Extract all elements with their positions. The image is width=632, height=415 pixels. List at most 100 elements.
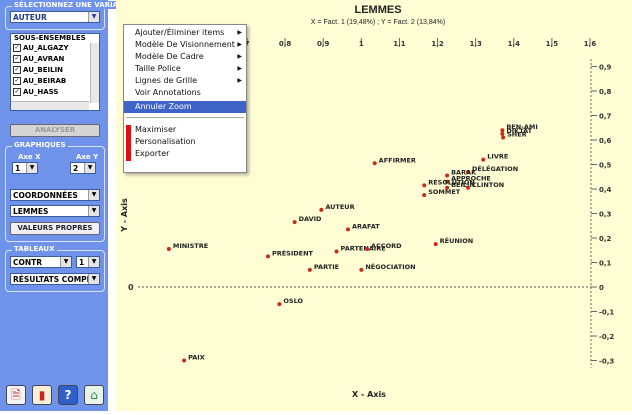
results-select[interactable]: RÉSULTATS COMPL ▼ bbox=[10, 273, 100, 285]
data-point bbox=[433, 242, 438, 247]
subset-label: AU_BEILIN bbox=[23, 66, 64, 74]
submenu-arrow-icon: ▶ bbox=[237, 77, 242, 84]
data-point bbox=[422, 193, 427, 198]
menu-item[interactable]: Personalisation bbox=[124, 136, 246, 148]
point-label: OSLO bbox=[283, 297, 303, 305]
point-label: LIVRE bbox=[487, 153, 508, 161]
menu-item[interactable]: Annuler Zoom bbox=[124, 101, 246, 113]
subset-item[interactable]: ✓ AU_HASS bbox=[11, 87, 99, 98]
document-icon[interactable]: 🗎 bbox=[6, 385, 26, 405]
data-point bbox=[345, 227, 350, 232]
eigenvalues-button[interactable]: VALEURS PROPRES bbox=[10, 222, 100, 235]
data-point bbox=[359, 267, 364, 272]
menu-item[interactable]: Maximiser bbox=[124, 124, 246, 136]
data-point bbox=[166, 247, 171, 252]
point-label: ARAFAT bbox=[352, 222, 380, 230]
point-label: DAVID bbox=[299, 215, 322, 223]
home-icon[interactable]: ⌂ bbox=[84, 385, 104, 405]
results-value: RÉSULTATS COMPL bbox=[13, 275, 92, 284]
horizontal-scrollbar[interactable] bbox=[11, 101, 89, 110]
data-point bbox=[445, 179, 450, 184]
point-label: CLINTON bbox=[472, 181, 504, 189]
tables-group: TABLEAUX bbox=[5, 245, 105, 292]
menu-item[interactable]: Modèle De Cadre ▶ bbox=[124, 51, 246, 63]
coordinates-select[interactable]: COORDONNÉES ▼ bbox=[10, 189, 100, 201]
point-label: PAIX bbox=[188, 354, 205, 362]
chart-icon[interactable]: ▮ bbox=[32, 385, 52, 405]
subset-label: AU_ALGAZY bbox=[23, 44, 69, 52]
context-menu: Ajouter/Éliminer items ▶ Modèle De Visionn… bbox=[123, 24, 247, 173]
graphics-group: GRAPHIQUES bbox=[5, 141, 105, 242]
subset-item[interactable]: ✓ AU_BEILIN bbox=[11, 65, 99, 76]
help-icon[interactable]: ? bbox=[58, 385, 78, 405]
contr-number-value: 1 bbox=[79, 258, 85, 267]
subsets-list[interactable]: SOUS-ENSEMBLES ✓ AU_ALGAZY ✓ AU_AVRAN ✓ AU_BE… bbox=[10, 33, 100, 111]
contr-value: CONTR bbox=[13, 258, 43, 267]
y-tick-label: 0,7 bbox=[599, 113, 612, 121]
subset-label: AU_BEIRAB bbox=[23, 77, 67, 85]
subset-item[interactable]: ✓ AU_ALGAZY bbox=[11, 43, 99, 54]
variable-select[interactable]: AUTEUR ▼ bbox=[10, 11, 100, 23]
checkbox-checked-icon[interactable]: ✓ bbox=[13, 77, 21, 85]
menu-item[interactable]: Lignes de Grille ▶ bbox=[124, 75, 246, 87]
data-point bbox=[500, 128, 505, 133]
menu-item[interactable]: Voir Annotations bbox=[124, 87, 246, 99]
data-point bbox=[265, 254, 270, 259]
x-tick-label: 1,5 bbox=[546, 40, 559, 48]
data-point bbox=[445, 173, 450, 178]
axis-y-value: 2 bbox=[73, 164, 79, 173]
red-marker-icon bbox=[126, 125, 131, 161]
y-tick-label: 0,2 bbox=[599, 235, 612, 243]
y-tick-label: 0,9 bbox=[599, 64, 612, 72]
point-label: PRÉSIDENT bbox=[272, 248, 314, 257]
contr-number-select[interactable]: 1 ▼ bbox=[76, 256, 100, 268]
zero-label: 0 bbox=[128, 283, 134, 292]
point-label: AFFIRMER bbox=[379, 156, 416, 164]
axis-x-select[interactable]: 1 ▼ bbox=[12, 162, 38, 174]
data-point bbox=[292, 220, 297, 225]
y-tick-label: 0,1 bbox=[599, 260, 612, 268]
axis-y-select[interactable]: 2 ▼ bbox=[70, 162, 96, 174]
control-panel: SÉLECTIONNEZ UNE VARIABLE AUTEUR ▼ SOUS-… bbox=[0, 0, 135, 411]
axis-y-label: Axe Y bbox=[76, 153, 99, 161]
checkbox-checked-icon[interactable]: ✓ bbox=[13, 44, 21, 52]
menu-item-label: Modèle De Visionnement bbox=[135, 40, 235, 49]
menu-item-label: Taille Police bbox=[135, 64, 181, 73]
y-tick-label: -0,3 bbox=[599, 358, 614, 366]
data-point bbox=[501, 135, 506, 140]
y-axis-label: Y - Axis bbox=[120, 198, 129, 233]
x-tick-label: 0,8 bbox=[279, 40, 292, 48]
point-label: MINISTRE bbox=[173, 242, 208, 250]
subset-item[interactable]: ✓ AU_AVRAN bbox=[11, 54, 99, 65]
checkbox-checked-icon[interactable]: ✓ bbox=[13, 88, 21, 96]
y-tick-label: -0,1 bbox=[599, 309, 614, 317]
menu-item[interactable]: Ajouter/Éliminer items ▶ bbox=[124, 27, 246, 39]
analyze-button[interactable]: ANALYSER bbox=[10, 124, 100, 137]
chart-title: LEMMES bbox=[354, 4, 401, 16]
point-label: PARTIE bbox=[314, 263, 339, 271]
menu-item-label: Annuler Zoom bbox=[135, 102, 192, 111]
subset-item[interactable]: ✓ AU_BEIRAB bbox=[11, 76, 99, 87]
checkbox-checked-icon[interactable]: ✓ bbox=[13, 55, 21, 63]
point-label: DIKTAT bbox=[506, 127, 532, 135]
x-tick-label: 1,1 bbox=[393, 40, 406, 48]
submenu-arrow-icon: ▶ bbox=[237, 53, 242, 60]
point-label: PARTENAIRE bbox=[341, 244, 386, 252]
contr-select[interactable]: CONTR ▼ bbox=[10, 256, 72, 268]
axis-x-value: 1 bbox=[15, 164, 21, 173]
menu-item-label: Maximiser bbox=[135, 125, 177, 134]
menu-item[interactable]: Exporter bbox=[124, 148, 246, 160]
menu-item[interactable]: Modèle De Visionnement ▶ bbox=[124, 39, 246, 51]
chevron-down-icon: ▼ bbox=[60, 257, 71, 267]
data-point bbox=[466, 185, 471, 190]
point-label: BEILIN bbox=[451, 181, 475, 189]
x-axis-label: X - Axis bbox=[352, 390, 386, 399]
lemmes-select[interactable]: LEMMES ▼ bbox=[10, 205, 100, 217]
vertical-scrollbar[interactable] bbox=[90, 43, 99, 103]
menu-separator bbox=[126, 117, 244, 118]
menu-item[interactable]: Taille Police ▶ bbox=[124, 63, 246, 75]
menu-item-label: Modèle De Cadre bbox=[135, 52, 204, 61]
checkbox-checked-icon[interactable]: ✓ bbox=[13, 66, 21, 74]
x-tick-label: 7 bbox=[245, 40, 250, 48]
point-label: BEN-AMI bbox=[506, 123, 537, 131]
